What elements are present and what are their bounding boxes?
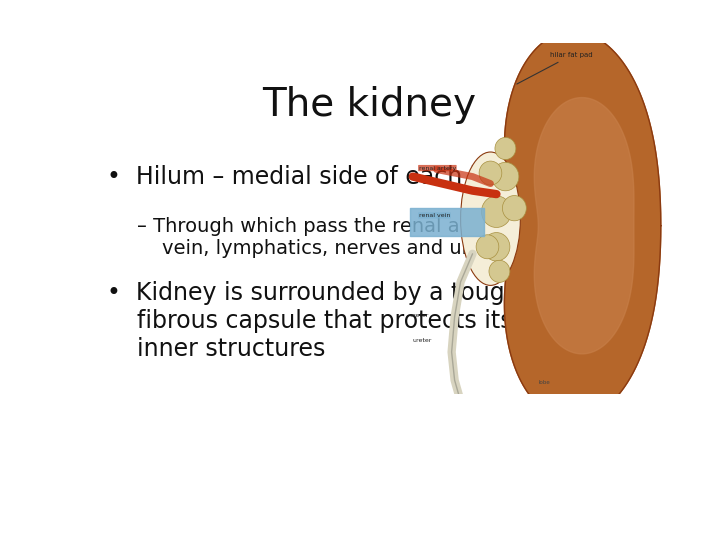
Ellipse shape xyxy=(482,196,511,227)
Ellipse shape xyxy=(461,152,521,285)
Text: •  Hilum – medial side of each kidney: • Hilum – medial side of each kidney xyxy=(107,165,548,188)
Text: ureter: ureter xyxy=(413,338,432,342)
Ellipse shape xyxy=(483,233,510,261)
Polygon shape xyxy=(534,98,634,354)
Ellipse shape xyxy=(503,195,526,221)
Polygon shape xyxy=(505,31,661,420)
Text: The kidney: The kidney xyxy=(262,85,476,124)
Ellipse shape xyxy=(492,163,519,191)
Text: •  Kidney is surrounded by a tough,
    fibrous capsule that protects its
    in: • Kidney is surrounded by a tough, fibro… xyxy=(107,281,527,361)
Text: renal artery: renal artery xyxy=(419,166,456,171)
Text: – Through which pass the renal artery,
    vein, lymphatics, nerves and ureter: – Through which pass the renal artery, v… xyxy=(138,217,513,258)
Ellipse shape xyxy=(476,235,499,259)
Text: lobe: lobe xyxy=(539,380,550,384)
Ellipse shape xyxy=(489,260,510,282)
Ellipse shape xyxy=(495,138,516,159)
Text: renal vein: renal vein xyxy=(419,213,450,218)
Text: ureter: ureter xyxy=(410,313,429,318)
Ellipse shape xyxy=(479,161,502,185)
Text: hilar fat pad: hilar fat pad xyxy=(517,52,593,84)
